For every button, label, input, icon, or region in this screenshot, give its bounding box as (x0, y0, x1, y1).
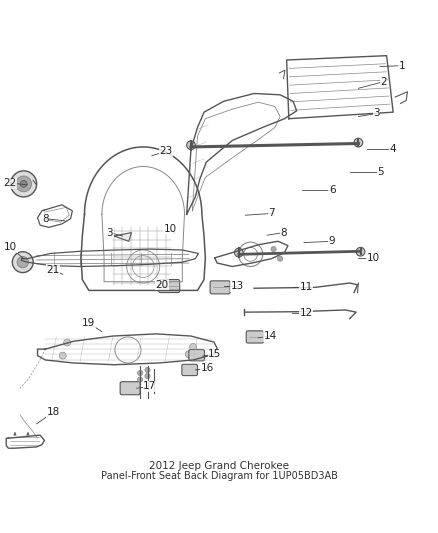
Text: 6: 6 (329, 185, 336, 196)
Circle shape (145, 367, 150, 373)
Circle shape (17, 256, 28, 268)
Circle shape (138, 377, 143, 382)
Text: 7: 7 (268, 208, 275, 219)
Text: 10: 10 (367, 253, 380, 263)
Text: 10: 10 (164, 224, 177, 234)
Circle shape (138, 370, 143, 376)
Text: Panel-Front Seat Back Diagram for 1UP05BD3AB: Panel-Front Seat Back Diagram for 1UP05B… (101, 471, 338, 481)
Text: 8: 8 (42, 214, 49, 224)
Text: 22: 22 (3, 178, 16, 188)
Circle shape (16, 176, 32, 192)
FancyBboxPatch shape (210, 281, 230, 294)
Text: 9: 9 (328, 236, 335, 246)
Circle shape (278, 256, 283, 261)
Circle shape (190, 343, 197, 350)
Text: 5: 5 (378, 167, 384, 177)
Text: 14: 14 (264, 331, 277, 341)
Circle shape (12, 252, 33, 272)
Text: 3: 3 (373, 109, 380, 118)
Circle shape (59, 352, 66, 359)
Circle shape (354, 138, 363, 147)
Circle shape (187, 141, 195, 150)
Text: 15: 15 (208, 349, 222, 359)
Text: 12: 12 (300, 308, 313, 318)
Circle shape (64, 339, 71, 346)
Circle shape (11, 171, 37, 197)
Text: 13: 13 (231, 281, 244, 292)
Circle shape (271, 246, 276, 252)
Text: 11: 11 (300, 282, 313, 292)
Text: 8: 8 (280, 228, 287, 238)
FancyBboxPatch shape (159, 279, 180, 293)
Polygon shape (114, 232, 131, 241)
Text: 20: 20 (155, 280, 169, 290)
Circle shape (185, 351, 192, 358)
Text: 23: 23 (159, 146, 173, 156)
FancyBboxPatch shape (189, 350, 205, 361)
Text: 16: 16 (201, 363, 214, 373)
Circle shape (20, 181, 27, 188)
Text: 10: 10 (4, 243, 17, 252)
Text: 17: 17 (143, 382, 156, 391)
FancyBboxPatch shape (246, 331, 264, 343)
Text: 21: 21 (46, 265, 60, 275)
Circle shape (145, 374, 150, 378)
Text: 18: 18 (46, 407, 60, 417)
FancyBboxPatch shape (120, 382, 140, 395)
Text: 2: 2 (380, 77, 387, 87)
Text: 2012 Jeep Grand Cherokee: 2012 Jeep Grand Cherokee (149, 461, 289, 471)
Text: 4: 4 (390, 144, 396, 154)
Circle shape (356, 247, 365, 256)
Text: 3: 3 (106, 228, 113, 238)
FancyBboxPatch shape (182, 365, 198, 376)
Text: 1: 1 (399, 61, 405, 71)
Text: 19: 19 (82, 318, 95, 328)
Circle shape (234, 248, 243, 257)
